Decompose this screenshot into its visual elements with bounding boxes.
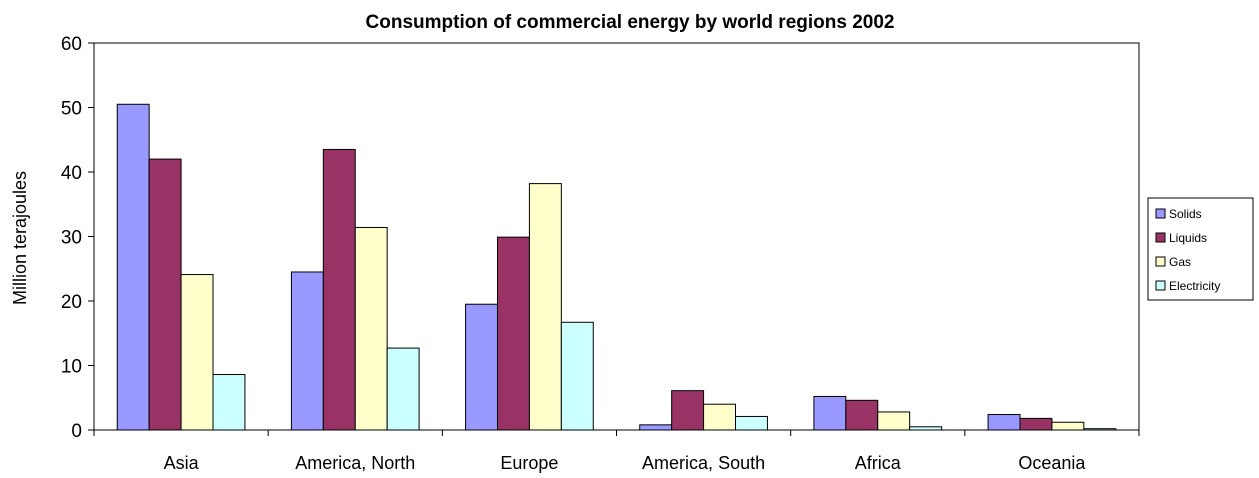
bar-liquids-asia bbox=[148, 158, 182, 431]
x-tick-label: Africa bbox=[855, 453, 902, 473]
bar-liquids-america-north bbox=[322, 148, 356, 431]
y-tick-label: 50 bbox=[61, 99, 82, 120]
x-tick-label: America, North bbox=[295, 453, 415, 473]
bar-electricity-asia bbox=[212, 374, 246, 431]
bar-gas-oceania bbox=[1051, 421, 1085, 431]
y-tick-label: 10 bbox=[61, 357, 82, 378]
bar-solids-africa bbox=[813, 395, 847, 431]
legend-swatch-electricity bbox=[1155, 280, 1166, 291]
bar-solids-oceania bbox=[987, 414, 1021, 431]
legend-swatch-solids bbox=[1155, 208, 1166, 219]
legend-swatch-gas bbox=[1155, 256, 1166, 267]
x-tick-label: Oceania bbox=[1018, 453, 1086, 473]
bar-electricity-america-north bbox=[386, 347, 420, 431]
legend: Solids Liquids Gas Electricity bbox=[1147, 197, 1254, 301]
bar-solids-europe bbox=[465, 303, 498, 431]
bar-liquids-oceania bbox=[1019, 417, 1053, 431]
bar-solids-america-south bbox=[639, 424, 673, 431]
bar-gas-asia bbox=[180, 274, 214, 431]
bar-gas-europe bbox=[528, 183, 562, 431]
bar-electricity-europe bbox=[560, 321, 594, 431]
plot-frame bbox=[93, 42, 1140, 431]
y-axis-label: Million terajoules bbox=[10, 171, 30, 305]
bar-gas-america-south bbox=[703, 403, 737, 431]
bar-electricity-america-south bbox=[735, 415, 768, 431]
chart-title: Consumption of commercial energy by worl… bbox=[366, 12, 895, 33]
bar-solids-america-north bbox=[290, 271, 324, 431]
legend-label-solids: Solids bbox=[1169, 207, 1202, 221]
bar-liquids-africa bbox=[845, 399, 879, 431]
legend-label-gas: Gas bbox=[1169, 255, 1191, 269]
y-tick-label: 60 bbox=[61, 34, 82, 55]
legend-label-liquids: Liquids bbox=[1169, 231, 1207, 245]
y-tick-label: 20 bbox=[61, 292, 82, 313]
bar-liquids-america-south bbox=[671, 390, 705, 431]
x-tick-label: America, South bbox=[642, 453, 765, 473]
bar-solids-asia bbox=[116, 103, 150, 431]
x-tick-label: Asia bbox=[164, 453, 200, 473]
y-tick-label: 40 bbox=[61, 163, 82, 184]
y-tick-label: 0 bbox=[71, 421, 82, 442]
plot-area: 0 10 20 30 40 50 60 Asia America, North Europe Ame… bbox=[61, 34, 1140, 473]
legend-swatch-liquids bbox=[1155, 232, 1166, 243]
legend-label-electricity: Electricity bbox=[1169, 279, 1220, 293]
x-tick-label: Europe bbox=[500, 453, 558, 473]
y-tick-label: 30 bbox=[61, 228, 82, 249]
bar-liquids-europe bbox=[496, 236, 530, 431]
bar-gas-america-north bbox=[354, 226, 388, 431]
bar-gas-africa bbox=[877, 411, 911, 431]
